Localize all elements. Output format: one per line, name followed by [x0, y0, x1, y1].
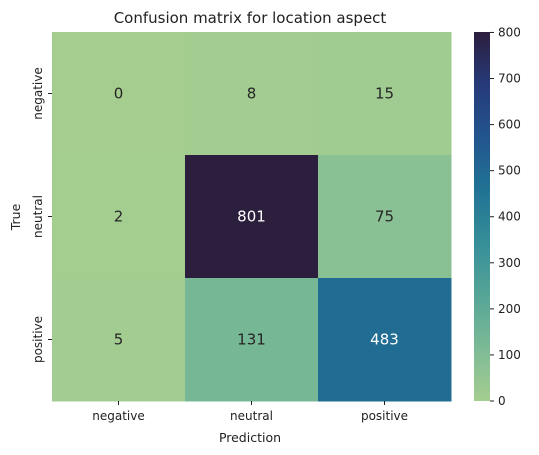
heatmap-cell [185, 155, 319, 279]
colorbar-tick-label: 200 [498, 302, 521, 316]
x-tick-label: negative [92, 409, 144, 423]
heatmap-cell [52, 32, 186, 156]
colorbar-ticks: 0 100 200 300 400 500 600 700 800 [490, 25, 521, 408]
x-tick-labels: negative neutral positive [92, 401, 408, 423]
y-tick-label: negative [31, 67, 45, 119]
y-axis-label: True [8, 203, 23, 231]
colorbar-tick-label: 300 [498, 256, 521, 270]
cell-value-label: 75 [375, 208, 394, 226]
cell-value-label: 15 [375, 85, 394, 103]
colorbar-tick-label: 800 [498, 25, 521, 39]
colorbar-tick-label: 400 [498, 210, 521, 224]
y-tick-label: neutral [31, 195, 45, 238]
cell-value-label: 483 [370, 331, 399, 349]
heatmap-cell [52, 155, 186, 279]
cell-value-label: 801 [237, 208, 266, 226]
cell-value-label: 2 [114, 208, 124, 226]
cell-value-label: 5 [114, 331, 124, 349]
heatmap-cells: 0 8 15 2 801 75 5 131 483 [52, 32, 452, 402]
x-tick-label: neutral [230, 409, 273, 423]
cell-value-label: 8 [247, 85, 257, 103]
x-tick-label: positive [361, 409, 408, 423]
heatmap-cell [185, 32, 319, 156]
heatmap-cell [52, 278, 186, 402]
colorbar-tick-label: 100 [498, 348, 521, 362]
heatmap-cell [185, 278, 319, 402]
x-axis-label: Prediction [219, 430, 281, 445]
heatmap-cell [318, 32, 452, 156]
colorbar-tick-label: 500 [498, 164, 521, 178]
heatmap-cell [318, 278, 452, 402]
colorbar-tick-label: 700 [498, 72, 521, 86]
colorbar-tick-label: 0 [498, 394, 506, 408]
chart-title: Confusion matrix for location aspect [114, 9, 387, 27]
colorbar [474, 32, 490, 401]
cell-value-label: 0 [114, 85, 124, 103]
y-tick-label: positive [31, 316, 45, 363]
heatmap-cell [318, 155, 452, 279]
cell-value-label: 131 [237, 331, 266, 349]
colorbar-tick-label: 600 [498, 118, 521, 132]
y-tick-labels: negative neutral positive [31, 67, 52, 363]
